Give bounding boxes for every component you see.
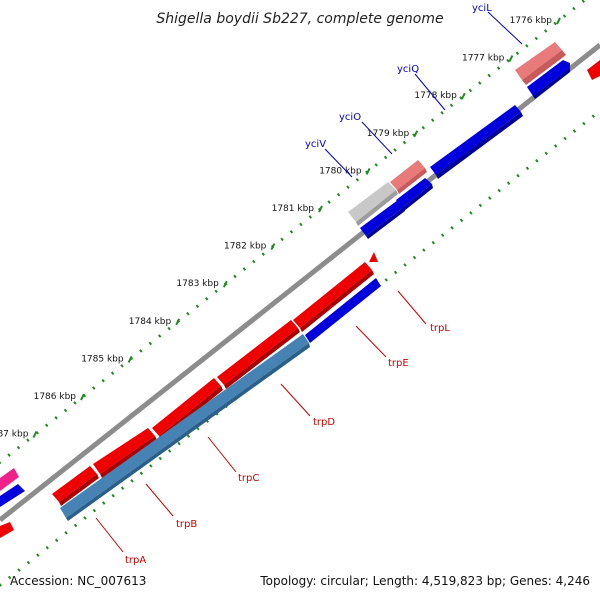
gene-label-yciV: yciV bbox=[305, 139, 326, 150]
tick-mark-1784 bbox=[175, 318, 181, 326]
tick-mark-1778 bbox=[460, 92, 466, 100]
tick-mark-1781 bbox=[318, 205, 323, 213]
gene-trpD[interactable] bbox=[217, 320, 300, 389]
accession-text: Accession: NC_007613 bbox=[10, 574, 147, 588]
tick-mark-1776 bbox=[556, 17, 561, 25]
gene-label-yciQ: yciQ bbox=[397, 64, 419, 75]
tick-mark-1782 bbox=[270, 243, 276, 251]
tick-mark-1783 bbox=[222, 280, 228, 288]
tick-mark-1787 bbox=[32, 431, 38, 439]
tick-mark-1779 bbox=[413, 130, 419, 138]
gene-right-edge[interactable] bbox=[587, 60, 600, 80]
tick-label-1785: 1785 kbp bbox=[81, 354, 124, 364]
tick-mark-1777 bbox=[508, 55, 514, 63]
tick-label-1782: 1782 kbp bbox=[224, 242, 267, 252]
gene-yciL-reverse[interactable] bbox=[527, 60, 570, 99]
tick-label-1784: 1784 kbp bbox=[129, 317, 172, 327]
gene-label-trpB: trpB bbox=[176, 519, 197, 530]
tick-label-1778: 1778 kbp bbox=[414, 91, 457, 101]
gene-trpE[interactable] bbox=[293, 262, 374, 332]
gene-trpE-reverse[interactable] bbox=[305, 278, 381, 343]
gene-yciQ[interactable] bbox=[430, 105, 523, 179]
gene-yciV-reverse[interactable] bbox=[360, 200, 405, 239]
gene-yciV[interactable] bbox=[348, 182, 398, 226]
tick-label-1779: 1779 kbp bbox=[367, 129, 410, 139]
gene-label-trpA: trpA bbox=[125, 555, 146, 566]
gene-yciO[interactable] bbox=[390, 160, 427, 194]
gene-label-yciO: yciO bbox=[339, 112, 361, 123]
map-title: Shigella boydii Sb227, complete genome bbox=[156, 11, 443, 27]
tick-layer: 1776 kbp 1777 kbp 1778 kbp 1779 kbp 1780 kbp… bbox=[0, 16, 561, 440]
gene-label-trpE: trpE bbox=[388, 358, 409, 369]
gene-trpA[interactable] bbox=[52, 466, 99, 506]
outer-dotted-track bbox=[0, 0, 588, 465]
gene-label-trpD: trpD bbox=[313, 417, 335, 428]
tick-label-1787: 1787 kbp bbox=[0, 430, 29, 440]
gene-left-edge-blue[interactable] bbox=[0, 484, 25, 507]
reverse-genes bbox=[348, 42, 600, 239]
tick-label-1781: 1781 kbp bbox=[272, 204, 315, 214]
gene-label-yciL: yciL bbox=[472, 3, 492, 14]
operon-trp-reverse[interactable] bbox=[60, 334, 310, 521]
tick-label-1777: 1777 kbp bbox=[462, 54, 505, 64]
gene-trpL[interactable] bbox=[369, 252, 378, 262]
genome-details-text: Topology: circular; Length: 4,519,823 bp… bbox=[260, 574, 590, 588]
gene-labels: yciL yciQ yciO yciV trpL trpE trpD trpC … bbox=[95, 3, 523, 566]
tick-label-1780: 1780 kbp bbox=[319, 166, 362, 176]
gene-yciO-reverse[interactable] bbox=[396, 178, 433, 211]
gene-yciL[interactable] bbox=[515, 42, 566, 85]
tick-label-1783: 1783 kbp bbox=[176, 279, 219, 289]
tick-mark-1786 bbox=[80, 393, 85, 401]
gene-left-edge-red[interactable] bbox=[0, 522, 14, 538]
tick-mark-1785 bbox=[127, 355, 133, 363]
gene-trpB[interactable] bbox=[93, 428, 157, 478]
forward-genes bbox=[0, 252, 381, 538]
tick-label-1786: 1786 kbp bbox=[34, 392, 77, 402]
gene-label-trpC: trpC bbox=[238, 473, 259, 484]
gene-left-edge-pink[interactable] bbox=[0, 468, 19, 491]
tick-mark-1780 bbox=[365, 167, 371, 175]
tick-label-1776: 1776 kbp bbox=[510, 16, 553, 26]
gene-label-trpL: trpL bbox=[430, 323, 450, 334]
